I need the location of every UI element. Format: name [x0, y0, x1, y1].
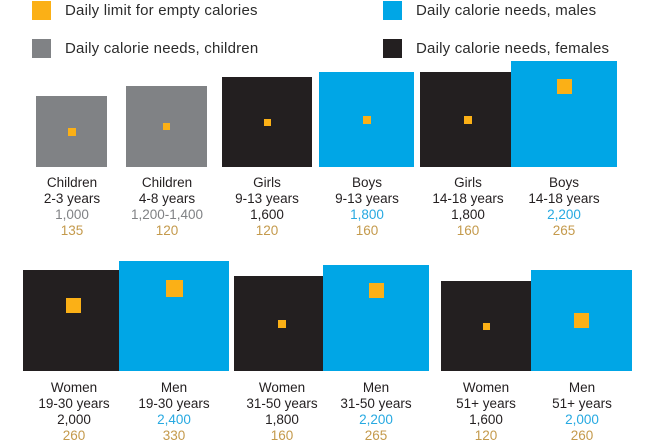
- legend-label: Daily limit for empty calories: [65, 2, 258, 19]
- empty-calories-label: 265: [552, 223, 576, 238]
- calories-label: 2,400: [157, 412, 191, 427]
- category-label: Boys 9-13 years 1,800 160: [307, 175, 427, 239]
- calorie-square-men-19-30-years: [119, 261, 229, 371]
- age-label: 14-18 years: [432, 191, 504, 206]
- legend-item-females: Daily calorie needs, females: [383, 39, 609, 58]
- group-label: Women: [50, 380, 98, 395]
- group-label: Women: [462, 380, 510, 395]
- group-label: Children: [141, 175, 193, 190]
- group-label: Women: [258, 380, 306, 395]
- calorie-square-children-4-8-years: [126, 86, 207, 167]
- group-label: Boys: [548, 175, 579, 190]
- calories-label: 2,200: [547, 207, 581, 222]
- calories-label: 2,000: [57, 412, 91, 427]
- calorie-square-men-31-50-years: [323, 265, 429, 371]
- empty-calories-label: 330: [162, 428, 186, 443]
- calories-label: 2,200: [359, 412, 393, 427]
- group-label: Men: [568, 380, 596, 395]
- group-label: Children: [46, 175, 98, 190]
- empty-calories-label: 120: [474, 428, 498, 443]
- legend-swatch-males: [383, 1, 402, 20]
- age-label: 9-13 years: [235, 191, 299, 206]
- calorie-square-girls-14-18-years: [420, 72, 515, 167]
- calorie-square-women-31-50-years: [234, 276, 329, 371]
- category-label: Men 51+ years 2,000 260: [522, 380, 642, 444]
- group-label: Girls: [454, 175, 482, 190]
- empty-calorie-square: [264, 119, 271, 126]
- legend-item-children: Daily calorie needs, children: [32, 39, 258, 58]
- category-label: Men 31-50 years 2,200 265: [316, 380, 436, 444]
- group-label: Men: [160, 380, 188, 395]
- age-label: 31-50 years: [340, 396, 412, 411]
- group-label: Men: [362, 380, 390, 395]
- group-label: Boys: [351, 175, 382, 190]
- calorie-square-women-51+-years: [441, 281, 531, 371]
- calorie-square-boys-9-13-years: [319, 72, 414, 167]
- calories-label: 1,800: [451, 207, 485, 222]
- legend-label: Daily calorie needs, males: [416, 2, 597, 19]
- empty-calorie-square: [483, 323, 490, 330]
- empty-calories-label: 260: [570, 428, 594, 443]
- age-label: 2-3 years: [43, 191, 101, 206]
- age-label: 19-30 years: [38, 396, 110, 411]
- empty-calorie-square: [363, 116, 371, 124]
- empty-calorie-square: [163, 123, 170, 130]
- calorie-square-men-51+-years: [531, 270, 632, 371]
- legend-item-empty-calories: Daily limit for empty calories: [32, 1, 258, 20]
- empty-calories-label: 135: [60, 223, 84, 238]
- calories-label: 1,800: [350, 207, 384, 222]
- calorie-square-children-2-3-years: [36, 96, 107, 167]
- empty-calories-label: 265: [364, 428, 388, 443]
- calories-label: 1,600: [469, 412, 503, 427]
- empty-calorie-square: [278, 320, 286, 328]
- calorie-square-boys-14-18-years: [511, 61, 617, 167]
- legend-swatch-children: [32, 39, 51, 58]
- empty-calorie-square: [166, 280, 183, 297]
- calories-label: 1,200-1,400: [130, 207, 204, 222]
- empty-calories-label: 160: [355, 223, 379, 238]
- category-label: Children 2-3 years 1,000 135: [12, 175, 132, 239]
- category-label: Women 51+ years 1,600 120: [426, 380, 546, 444]
- category-label: Children 4-8 years 1,200-1,400 120: [107, 175, 227, 239]
- category-label: Women 19-30 years 2,000 260: [14, 380, 134, 444]
- age-label: 9-13 years: [335, 191, 399, 206]
- calories-label: 1,000: [55, 207, 89, 222]
- empty-calories-label: 160: [456, 223, 480, 238]
- calories-label: 1,800: [265, 412, 299, 427]
- age-label: 51+ years: [456, 396, 516, 411]
- empty-calories-label: 120: [155, 223, 179, 238]
- legend-swatch-empty-calories: [32, 1, 51, 20]
- group-label: Girls: [253, 175, 281, 190]
- age-label: 14-18 years: [528, 191, 600, 206]
- legend-item-males: Daily calorie needs, males: [383, 1, 596, 20]
- empty-calories-label: 120: [255, 223, 279, 238]
- calorie-square-girls-9-13-years: [222, 77, 312, 167]
- category-label: Men 19-30 years 2,400 330: [114, 380, 234, 444]
- empty-calorie-square: [464, 116, 472, 124]
- category-label: Women 31-50 years 1,800 160: [222, 380, 342, 444]
- empty-calorie-square: [68, 128, 76, 136]
- legend-label: Daily calorie needs, children: [65, 40, 259, 57]
- empty-calories-label: 160: [270, 428, 294, 443]
- age-label: 19-30 years: [138, 396, 210, 411]
- category-label: Girls 9-13 years 1,600 120: [207, 175, 327, 239]
- empty-calorie-square: [369, 283, 384, 298]
- category-label: Boys 14-18 years 2,200 265: [504, 175, 624, 239]
- calories-label: 1,600: [250, 207, 284, 222]
- category-label: Girls 14-18 years 1,800 160: [408, 175, 528, 239]
- legend-swatch-females: [383, 39, 402, 58]
- empty-calorie-square: [574, 313, 589, 328]
- empty-calories-label: 260: [62, 428, 86, 443]
- age-label: 31-50 years: [246, 396, 318, 411]
- age-label: 4-8 years: [138, 191, 196, 206]
- age-label: 51+ years: [552, 396, 612, 411]
- calories-label: 2,000: [565, 412, 599, 427]
- legend-label: Daily calorie needs, females: [416, 40, 610, 57]
- empty-calorie-square: [557, 79, 572, 94]
- calorie-square-women-19-30-years: [23, 270, 124, 371]
- empty-calorie-square: [66, 298, 81, 313]
